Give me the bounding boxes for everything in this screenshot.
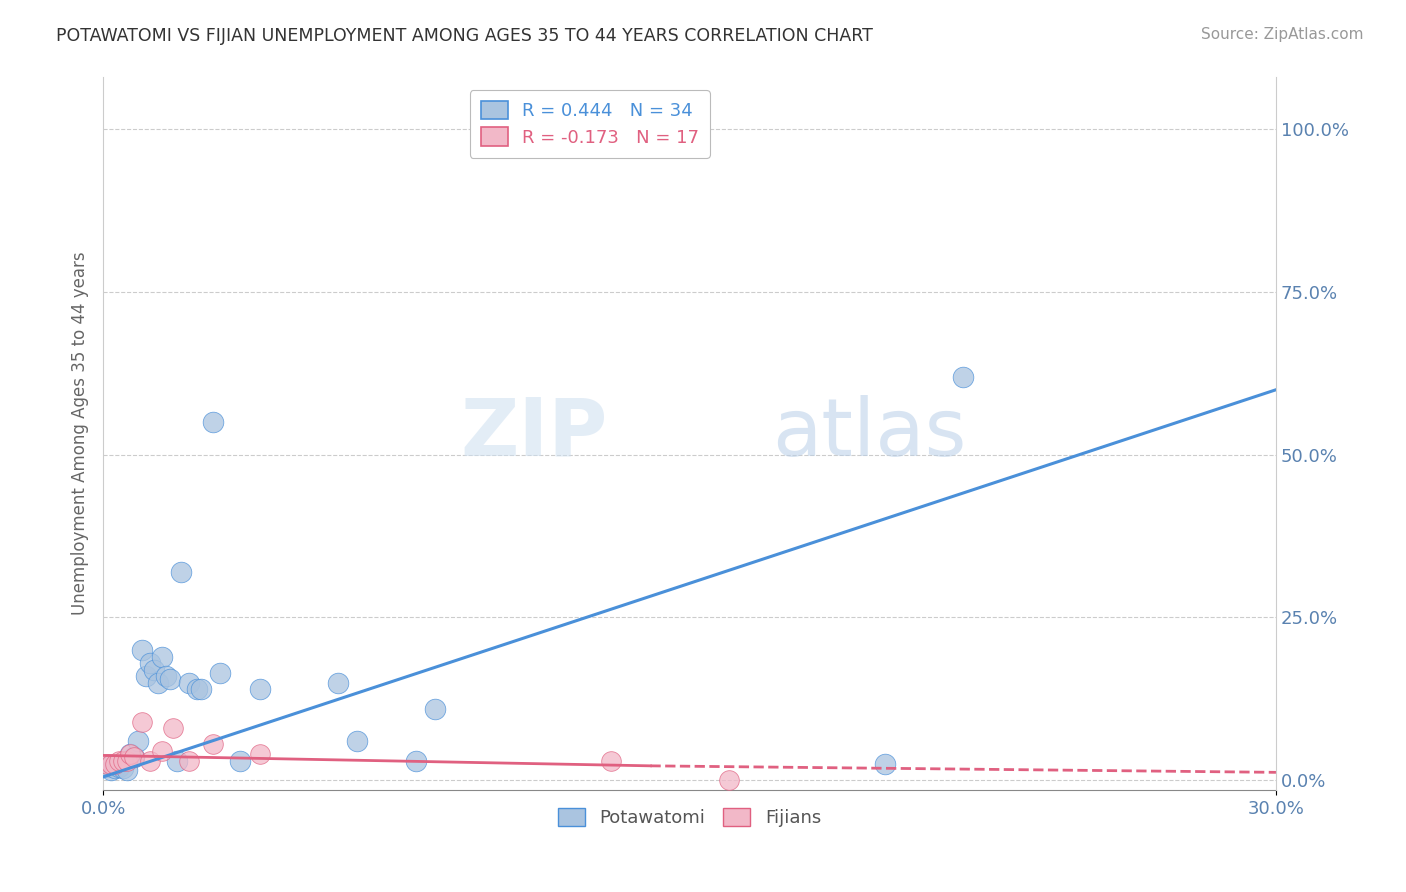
Point xyxy=(124,750,146,764)
Point xyxy=(166,754,188,768)
Point xyxy=(111,754,134,768)
Point xyxy=(139,656,162,670)
Text: atlas: atlas xyxy=(772,394,966,473)
Point xyxy=(139,754,162,768)
Point xyxy=(249,747,271,761)
Point xyxy=(107,760,129,774)
Point xyxy=(115,764,138,778)
Point xyxy=(179,675,201,690)
Point xyxy=(405,754,427,768)
Point xyxy=(150,649,173,664)
Legend: Potawatomi, Fijians: Potawatomi, Fijians xyxy=(551,800,828,834)
Point xyxy=(96,756,118,771)
Point xyxy=(131,714,153,729)
Point xyxy=(155,669,177,683)
Point xyxy=(127,734,149,748)
Point xyxy=(952,369,974,384)
Y-axis label: Unemployment Among Ages 35 to 44 years: Unemployment Among Ages 35 to 44 years xyxy=(72,252,89,615)
Point xyxy=(159,673,181,687)
Text: ZIP: ZIP xyxy=(460,394,607,473)
Point xyxy=(873,756,896,771)
Point xyxy=(326,675,349,690)
Point xyxy=(190,681,212,696)
Text: POTAWATOMI VS FIJIAN UNEMPLOYMENT AMONG AGES 35 TO 44 YEARS CORRELATION CHART: POTAWATOMI VS FIJIAN UNEMPLOYMENT AMONG … xyxy=(56,27,873,45)
Point xyxy=(179,754,201,768)
Point xyxy=(135,669,157,683)
Point xyxy=(115,754,138,768)
Point xyxy=(170,565,193,579)
Point xyxy=(124,750,146,764)
Point xyxy=(201,737,224,751)
Point xyxy=(600,754,623,768)
Point xyxy=(120,747,142,761)
Point xyxy=(100,764,122,778)
Point xyxy=(600,122,623,136)
Point xyxy=(146,675,169,690)
Point xyxy=(142,663,165,677)
Point xyxy=(186,681,208,696)
Point xyxy=(150,744,173,758)
Point xyxy=(162,721,184,735)
Point xyxy=(104,756,127,771)
Point xyxy=(249,681,271,696)
Point xyxy=(120,747,142,761)
Text: Source: ZipAtlas.com: Source: ZipAtlas.com xyxy=(1201,27,1364,42)
Point xyxy=(131,643,153,657)
Point xyxy=(96,760,118,774)
Point xyxy=(201,415,224,429)
Point xyxy=(100,756,122,771)
Point xyxy=(717,773,740,788)
Point xyxy=(111,761,134,775)
Point xyxy=(104,761,127,775)
Point xyxy=(229,754,252,768)
Point xyxy=(107,754,129,768)
Point xyxy=(209,665,232,680)
Point xyxy=(346,734,368,748)
Point xyxy=(425,701,447,715)
Point xyxy=(482,122,505,136)
